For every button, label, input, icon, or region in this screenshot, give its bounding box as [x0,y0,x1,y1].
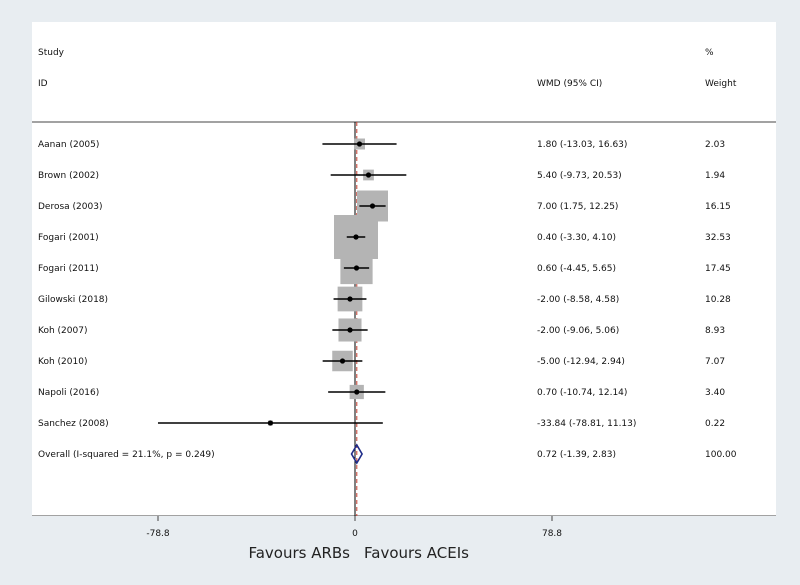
overall-ci-text: 0.72 (-1.39, 2.83) [537,450,616,460]
study-row: Koh (2010) -5.00 (-12.94, 2.94) 7.07 [38,350,725,372]
study-label: Koh (2010) [38,357,87,367]
point-estimate [353,265,360,271]
overall-row: Overall (I-squared = 21.1%, p = 0.249) 0.… [38,443,737,465]
study-row: Brown (2002) 5.40 (-9.73, 20.53) 1.94 [38,169,725,181]
study-ci-text: 0.70 (-10.74, 12.14) [537,388,627,398]
study-label: Sanchez (2008) [38,419,109,429]
study-ci-text: 5.40 (-9.73, 20.53) [537,171,622,181]
study-label: Napoli (2016) [38,388,99,398]
overall-weight: 100.00 [705,450,737,460]
header-effect: WMD (95% CI) [537,79,602,89]
study-label: Brown (2002) [38,171,99,181]
study-row: Fogari (2001) 0.40 (-3.30, 4.10) 32.53 [38,215,731,259]
study-weight: 8.93 [705,326,725,336]
study-weight: 32.53 [705,233,731,243]
study-weight: 3.40 [705,388,725,398]
study-weight: 7.07 [705,357,725,367]
x-tick-label: -78.8 [146,529,170,539]
study-label: Koh (2007) [38,326,87,336]
favours-left-label: Favours ARBs [248,544,350,562]
study-ci-text: 0.60 (-4.45, 5.65) [537,264,616,274]
study-row: Sanchez (2008) -33.84 (-78.81, 11.13) 0.22 [38,419,725,429]
study-row: Koh (2007) -2.00 (-9.06, 5.06) 8.93 [38,318,725,342]
favours-right-label: Favours ACEIs [364,544,469,562]
study-row: Napoli (2016) 0.70 (-10.74, 12.14) 3.40 [38,384,725,400]
study-ci-text: 0.40 (-3.30, 4.10) [537,233,616,243]
study-weight: 2.03 [705,140,725,150]
study-weight: 1.94 [705,171,725,181]
point-estimate [347,327,353,333]
point-estimate [339,358,346,364]
header-percent: % [705,48,714,58]
study-label: Fogari (2011) [38,264,99,274]
point-estimate [365,172,372,178]
point-estimate [267,420,273,426]
study-row: Aanan (2005) 1.80 (-13.03, 16.63) 2.03 [38,138,725,150]
x-axis-area: -78.8 0 78.8 Favours ARBs Favours ACEIs [146,516,562,562]
study-row: Fogari (2011) 0.60 (-4.45, 5.65) 17.45 [38,251,731,285]
overall-diamond [350,443,364,465]
header-weight: Weight [705,79,737,89]
study-label: Derosa (2003) [38,202,102,212]
point-estimate [369,203,376,209]
point-estimate [353,234,359,240]
study-weight: 10.28 [705,295,731,305]
study-rows: Aanan (2005) 1.80 (-13.03, 16.63) 2.03 Brow… [38,138,731,429]
point-estimate [347,296,353,302]
study-label: Aanan (2005) [38,140,99,150]
header-id: ID [38,79,48,89]
header-study: Study [38,48,65,58]
study-ci-text: -2.00 (-9.06, 5.06) [537,326,619,336]
study-row: Derosa (2003) 7.00 (1.75, 12.25) 16.15 [38,190,731,222]
study-row: Gilowski (2018) -2.00 (-8.58, 4.58) 10.28 [38,286,731,312]
x-tick-label: 78.8 [542,529,562,539]
study-ci-text: 7.00 (1.75, 12.25) [537,202,618,212]
study-ci-text: -5.00 (-12.94, 2.94) [537,357,625,367]
point-estimate [356,141,363,147]
study-ci-text: 1.80 (-13.03, 16.63) [537,140,627,150]
study-weight: 16.15 [705,202,731,212]
study-ci-text: -2.00 (-8.58, 4.58) [537,295,619,305]
x-axis-ticks: -78.8 0 78.8 [146,516,562,539]
study-ci-text: -33.84 (-78.81, 11.13) [537,419,636,429]
plot-panel: Study ID WMD (95% CI) % Weight Aanan (20… [32,22,776,516]
point-estimate [354,389,360,395]
forest-plot: Study ID WMD (95% CI) % Weight Aanan (20… [32,48,776,516]
overall-label: Overall (I-squared = 21.1%, p = 0.249) [38,450,215,460]
study-label: Gilowski (2018) [38,295,108,305]
study-label: Fogari (2001) [38,233,99,243]
study-weight: 0.22 [705,419,725,429]
study-weight: 17.45 [705,264,731,274]
x-tick-label: 0 [352,529,358,539]
